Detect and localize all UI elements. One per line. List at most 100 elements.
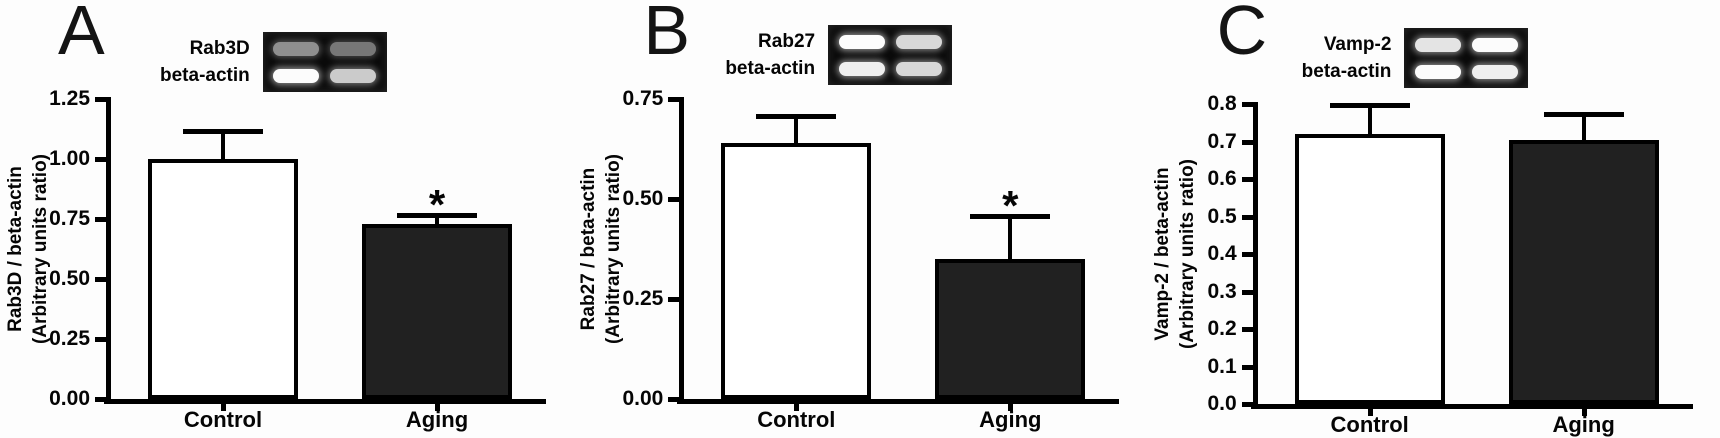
y-tick-label: 1.00 <box>49 147 90 170</box>
y-tick-label: 0.25 <box>622 287 664 310</box>
error-bar-line-control <box>221 130 225 161</box>
gel-row-label: Rab3D <box>189 38 250 59</box>
y-axis-title: Rab27 / beta-actin (Arbitrary units ratio… <box>576 154 626 344</box>
gel-band-row2-lane1 <box>1414 64 1461 79</box>
y-tick <box>1241 139 1254 145</box>
gel-band-row2-lane2 <box>895 61 942 76</box>
panel-label-a: A <box>58 0 105 69</box>
error-bar-line-control <box>794 115 799 145</box>
x-tick-control <box>1367 409 1373 416</box>
y-axis-title-line1: Rab3D / beta-actin <box>5 166 26 332</box>
gel-band-row1-lane2 <box>330 41 377 56</box>
panel-c: C Vamp-2 beta-actin 0.0 0.1 0.2 0.3 0.4 0.5 0.6 0.… <box>1147 0 1720 438</box>
x-tick-aging <box>1008 404 1014 411</box>
y-axis <box>106 97 111 404</box>
gel-band-row2-lane1 <box>838 61 885 76</box>
y-axis-title: Rab3D / beta-actin (Arbitrary units ratio… <box>3 154 53 344</box>
gel-row-label: beta-actin <box>725 58 816 79</box>
y-axis-title-line2: (Arbitrary units ratio) <box>603 153 625 345</box>
gel-band-row1-lane1 <box>1414 37 1461 52</box>
gel-row-labels: Vamp-2 beta-actin <box>1302 31 1392 85</box>
error-bar-line-control <box>1367 104 1372 136</box>
y-axis-title-line2: (Arbitrary units ratio) <box>30 153 51 345</box>
y-tick-label: 0.0 <box>1207 392 1237 415</box>
significance-asterisk-aging: * <box>428 181 446 229</box>
y-tick <box>668 297 681 302</box>
y-tick <box>1241 289 1254 295</box>
error-bar-line-aging <box>1581 113 1586 142</box>
y-tick <box>1241 214 1254 220</box>
x-label-control: Control <box>1330 412 1409 437</box>
panel-b: B Rab27 beta-actin 0.00 0.25 0.50 0.75 Rab27 / … <box>573 0 1146 438</box>
y-tick <box>95 157 107 162</box>
gel-inset-a: Rab3D beta-actin <box>160 32 387 92</box>
gel-row-label: Vamp-2 <box>1323 34 1392 55</box>
y-tick <box>95 217 107 222</box>
y-tick <box>95 397 107 402</box>
bar-aging <box>362 223 512 399</box>
x-axis <box>677 399 1120 404</box>
y-axis-title: Vamp-2 / beta-actin (Arbitrary units rati… <box>1150 159 1200 349</box>
x-label-aging: Aging <box>405 407 469 432</box>
y-tick <box>668 197 681 202</box>
y-axis-title-line1: Vamp-2 / beta-actin <box>1151 167 1173 341</box>
y-tick <box>1241 364 1254 370</box>
y-tick-label: 0.00 <box>49 387 90 410</box>
y-tick-label: 1.25 <box>49 87 90 110</box>
bar-aging <box>935 259 1086 399</box>
y-tick-label: 0.1 <box>1207 354 1237 378</box>
error-bar-line-aging <box>1008 215 1013 261</box>
y-axis-title-line1: Rab27 / beta-actin <box>578 167 600 331</box>
gel-inset-b: Rab27 beta-actin <box>725 25 953 85</box>
y-tick-label: 0.7 <box>1207 129 1237 153</box>
y-tick-label: 0.8 <box>1207 92 1237 115</box>
gel-image <box>1404 28 1529 88</box>
gel-band-row2-lane1 <box>273 68 320 83</box>
x-label-control: Control <box>757 407 836 432</box>
gel-inset-c: Vamp-2 beta-actin <box>1302 28 1529 88</box>
y-tick-label: 0.00 <box>622 387 664 410</box>
y-tick-label: 0.50 <box>49 267 90 290</box>
gel-band-row2-lane2 <box>330 68 377 83</box>
y-tick <box>668 97 681 102</box>
y-tick <box>668 397 681 402</box>
bar-control <box>1294 134 1445 404</box>
y-axis <box>679 97 685 404</box>
error-bar-cap-aging <box>1543 112 1624 118</box>
y-tick <box>1241 102 1254 107</box>
gel-band-row2-lane2 <box>1471 64 1518 79</box>
x-label-aging: Aging <box>979 407 1042 432</box>
y-tick <box>1241 252 1254 257</box>
x-tick-control <box>794 404 800 411</box>
error-bar-cap-control <box>756 114 837 119</box>
gel-row-label: beta-actin <box>160 65 250 86</box>
y-axis <box>1252 102 1258 409</box>
x-tick-control <box>221 404 226 411</box>
error-bar-cap-aging <box>397 213 477 219</box>
y-tick-label: 0.6 <box>1207 167 1237 190</box>
y-tick <box>1241 327 1254 332</box>
gel-band-row1-lane2 <box>1471 37 1518 52</box>
panel-label-b: B <box>643 0 691 69</box>
bar-control <box>721 143 872 399</box>
y-tick <box>1241 402 1254 407</box>
panel-a: A Rab3D beta-actin 0.00 0.25 0.50 0.75 1.00 1.25… <box>0 0 573 438</box>
gel-image <box>262 32 387 92</box>
y-tick-label: 0.4 <box>1207 242 1237 265</box>
x-axis <box>104 399 546 404</box>
y-tick-label: 0.75 <box>49 207 90 230</box>
y-tick-label: 0.25 <box>49 327 90 350</box>
panel-label-c: C <box>1216 0 1268 69</box>
bar-aging <box>1508 139 1659 404</box>
y-tick-label: 0.75 <box>622 87 664 110</box>
significance-asterisk-aging: * <box>1002 182 1019 229</box>
gel-row-labels: Rab3D beta-actin <box>160 35 250 89</box>
y-axis-title-line2: (Arbitrary units ratio) <box>1176 158 1198 350</box>
y-tick <box>95 277 107 282</box>
y-tick <box>95 97 107 102</box>
error-bar-line-aging <box>435 214 439 226</box>
y-tick <box>1241 177 1254 182</box>
gel-row-label: Rab27 <box>758 31 816 52</box>
y-tick-label: 0.5 <box>1207 204 1237 228</box>
